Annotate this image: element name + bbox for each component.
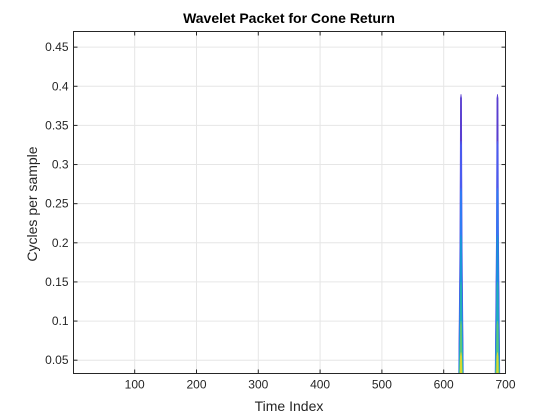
y-tick-label: 0.45 [45,40,69,54]
x-tick-label: 600 [434,378,454,392]
y-tick-label: 0.35 [45,118,69,132]
y-tick-label: 0.2 [52,236,69,250]
x-axis-label: Time Index [254,398,324,414]
x-tick-label: 500 [372,378,392,392]
x-tick-label: 100 [125,378,145,392]
x-tick-label: 700 [495,378,515,392]
axis-ticks: 100 200 300 400 500 600 700 0.05 0.1 0.15 0.2 0.25 0… [45,31,516,392]
axes-box [73,31,506,374]
x-tick-label: 200 [186,378,206,392]
x-tick-label: 400 [310,378,330,392]
grid-lines [73,31,506,374]
y-tick-label: 0.25 [45,197,69,211]
y-axis-label: Cycles per sample [24,146,40,262]
y-tick-label: 0.05 [45,353,69,367]
y-tick-label: 0.15 [45,275,69,289]
spectrum-bursts [458,94,501,374]
y-tick-label: 0.3 [52,158,69,172]
chart-title: Wavelet Packet for Cone Return [183,10,395,26]
y-tick-label: 0.1 [52,314,69,328]
x-tick-label: 300 [248,378,268,392]
y-tick-label: 0.4 [52,79,69,93]
